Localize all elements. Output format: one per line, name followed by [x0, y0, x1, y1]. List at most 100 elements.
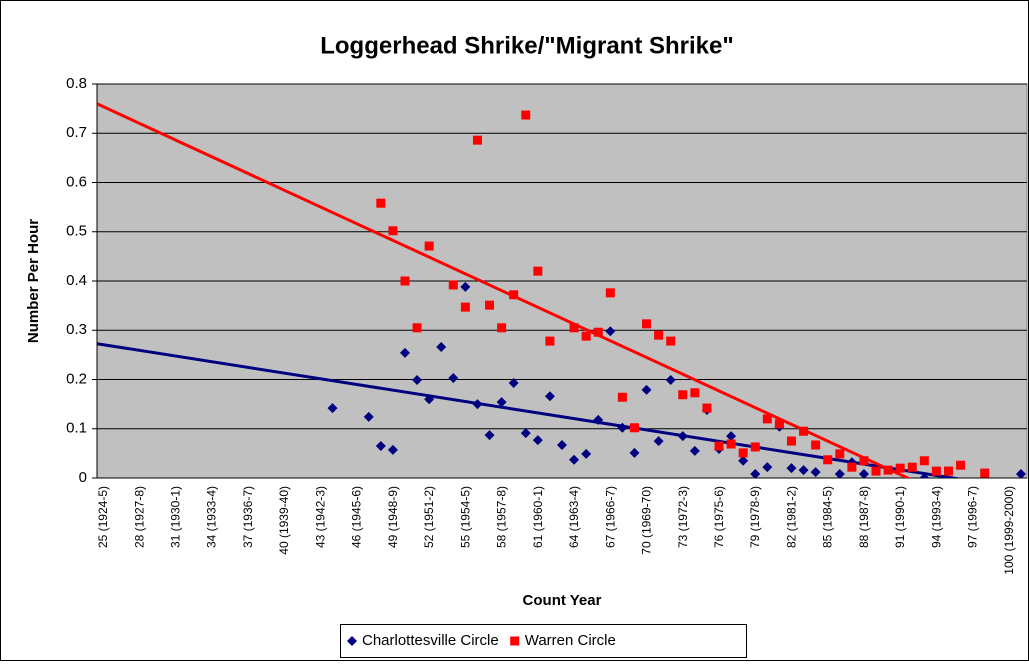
data-point [520, 428, 531, 439]
data-point [762, 462, 773, 473]
legend-box [340, 624, 747, 658]
y-tick-label: 0.5 [66, 223, 87, 240]
data-point [811, 440, 821, 450]
data-point [654, 330, 664, 340]
data-point [605, 288, 615, 298]
x-tick-label: 100 (1999-2000) [1002, 486, 1016, 575]
data-point [581, 448, 592, 459]
data-point [859, 456, 869, 466]
data-point [847, 462, 857, 472]
y-tick-label: 0.1 [66, 420, 87, 437]
x-tick-label: 40 (1939-40) [277, 486, 291, 555]
y-tick-label: 0 [79, 469, 87, 486]
data-point [472, 135, 482, 145]
data-point [931, 466, 941, 476]
data-point [581, 331, 591, 341]
data-point [678, 390, 688, 400]
x-axis-title: Count Year [523, 592, 602, 609]
data-point [883, 465, 893, 475]
data-point [424, 241, 434, 251]
data-point [485, 300, 495, 310]
data-point [617, 392, 627, 402]
x-tick-label: 73 (1972-3) [676, 486, 690, 548]
data-point [943, 466, 953, 476]
data-point [726, 431, 737, 442]
data-point [919, 456, 929, 466]
x-tick-label: 37 (1936-7) [241, 486, 255, 548]
data-point [677, 431, 688, 442]
data-point [786, 463, 797, 474]
y-tick-label: 0.6 [66, 173, 87, 190]
x-tick-label: 67 (1966-7) [603, 486, 617, 548]
data-point [689, 445, 700, 456]
data-point [895, 463, 905, 473]
legend-marker [510, 636, 520, 646]
x-tick-label: 52 (1951-2) [422, 486, 436, 548]
data-point [436, 341, 447, 352]
data-point [508, 377, 519, 388]
data-point [509, 290, 519, 300]
data-point [750, 469, 761, 478]
data-point [533, 266, 543, 276]
data-point [641, 384, 652, 395]
data-point [726, 439, 736, 449]
data-point [399, 347, 410, 358]
legend: Charlottesville Circle Warren Circle [340, 624, 747, 658]
x-tick-label: 46 (1945-6) [350, 486, 364, 548]
data-point [798, 465, 809, 476]
data-point [629, 423, 639, 433]
data-point [376, 198, 386, 208]
data-point [858, 469, 869, 478]
data-point [388, 226, 398, 236]
data-point [642, 319, 652, 329]
data-point [496, 397, 507, 408]
data-point [871, 466, 881, 476]
data-point [593, 327, 603, 337]
data-point [629, 447, 640, 458]
data-point [666, 336, 676, 346]
data-point [980, 468, 990, 478]
x-tick-label: 31 (1930-1) [169, 486, 183, 548]
x-tick-label: 58 (1957-8) [495, 486, 509, 548]
legend-label: Charlottesville Circle [362, 632, 499, 649]
data-point [497, 323, 507, 333]
x-tick-label: 49 (1948-9) [386, 486, 400, 548]
x-tick-label: 76 (1975-6) [712, 486, 726, 548]
x-tick-label: 61 (1960-1) [531, 486, 545, 548]
data-point [750, 442, 760, 452]
data-point [738, 455, 749, 466]
x-tick-label: 43 (1942-3) [313, 486, 327, 548]
data-point [460, 281, 471, 292]
x-tick-label: 88 (1987-8) [857, 486, 871, 548]
data-point [919, 473, 930, 478]
data-point [617, 422, 628, 433]
data-point [532, 435, 543, 446]
legend-label: Warren Circle [525, 632, 616, 649]
data-point [412, 323, 422, 333]
x-tick-label: 94 (1993-4) [929, 486, 943, 548]
x-tick-label: 82 (1981-2) [784, 486, 798, 548]
data-point [424, 394, 435, 405]
data-point [1015, 469, 1026, 478]
data-point [834, 469, 845, 478]
data-point [690, 388, 700, 398]
data-point [545, 336, 555, 346]
trend-line [97, 342, 963, 478]
data-point [484, 430, 495, 441]
x-tick-label: 64 (1963-4) [567, 486, 581, 548]
x-tick-label: 91 (1990-1) [893, 486, 907, 548]
y-tick-label: 0.8 [66, 75, 87, 92]
legend-marker [347, 636, 357, 646]
y-tick-label: 0.7 [66, 124, 87, 141]
trend-line [97, 102, 912, 478]
data-point [412, 374, 423, 385]
y-tick-label: 0.3 [66, 321, 87, 338]
data-point [605, 326, 616, 337]
x-tick-label: 79 (1978-9) [748, 486, 762, 548]
data-point [521, 110, 531, 120]
x-tick-label: 70 (1969-70) [640, 486, 654, 555]
data-point [956, 460, 966, 470]
data-point [823, 455, 833, 465]
y-axis-title: Number Per Hour [25, 219, 42, 343]
